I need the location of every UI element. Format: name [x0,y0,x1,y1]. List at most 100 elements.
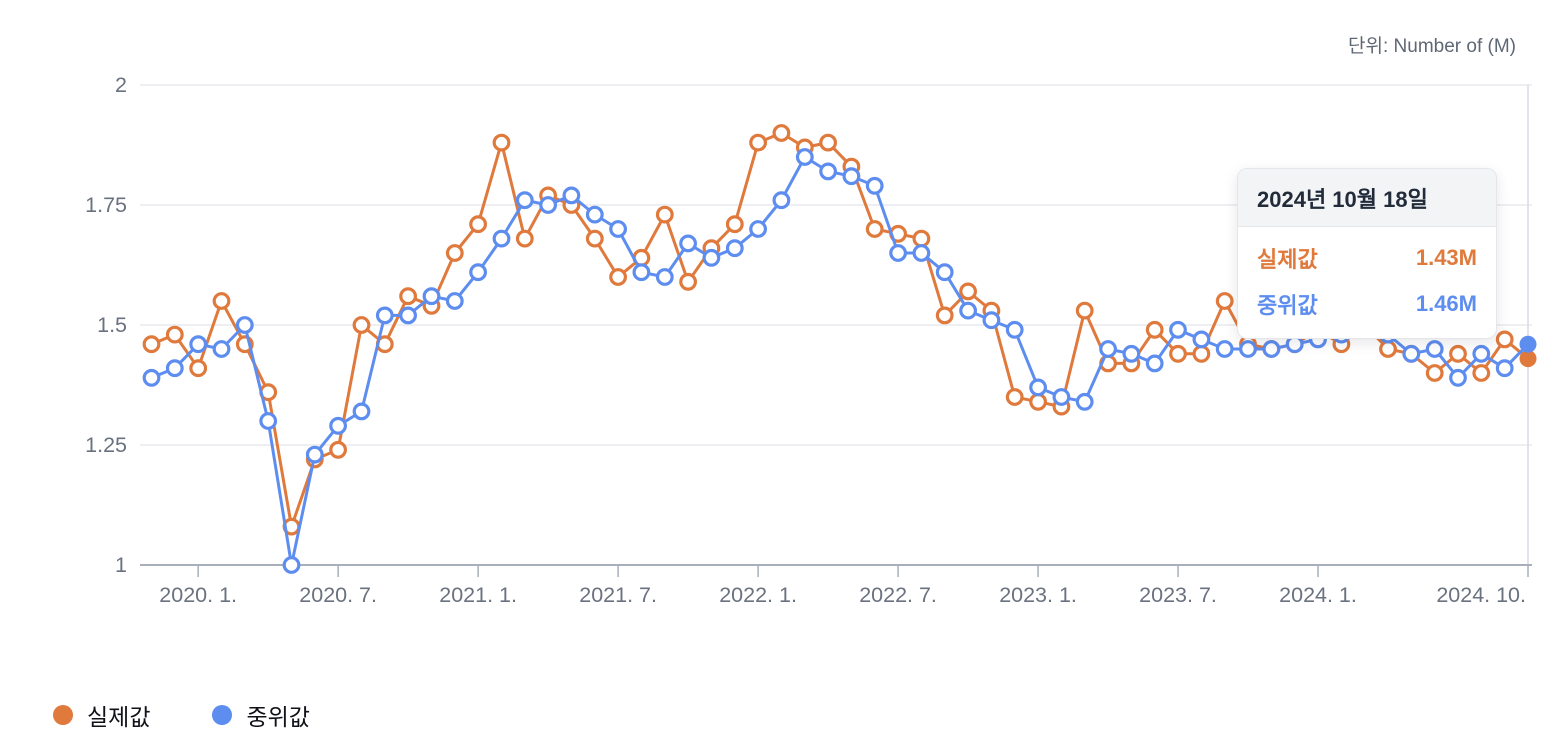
data-point[interactable] [1425,364,1444,382]
data-point[interactable] [819,162,837,181]
data-point[interactable] [189,335,208,354]
data-point[interactable] [959,301,977,320]
data-point[interactable] [212,292,231,310]
data-point[interactable] [329,440,348,459]
data-point[interactable] [959,282,977,301]
legend-item-actual[interactable]: 실제값 [53,698,150,732]
data-point[interactable] [772,191,791,210]
data-point[interactable] [445,244,464,262]
data-point[interactable] [842,167,861,186]
data-point[interactable] [982,311,1001,330]
data-point[interactable] [1099,340,1117,358]
series-actual [142,124,1537,536]
data-point[interactable] [352,316,371,334]
data-point[interactable] [1239,340,1257,358]
data-point[interactable] [1402,344,1421,363]
data-point[interactable] [1169,344,1187,363]
data-point[interactable] [1192,330,1211,349]
data-point[interactable] [1262,340,1281,358]
data-point[interactable] [1122,344,1141,363]
data-point[interactable] [1449,368,1467,387]
data-point[interactable] [212,340,231,358]
data-point[interactable] [889,244,907,262]
data-point[interactable] [305,445,324,464]
data-point[interactable] [725,215,744,234]
tooltip-value-median: 1.46M [1415,291,1477,316]
data-point[interactable] [655,205,674,224]
data-point[interactable] [445,292,464,310]
data-point[interactable] [632,263,651,282]
data-point[interactable] [1472,344,1491,363]
data-point[interactable] [702,248,721,267]
data-point[interactable] [585,229,604,248]
data-point[interactable] [935,263,954,282]
data-point[interactable] [515,191,534,210]
data-point[interactable] [469,263,488,282]
data-point-current[interactable] [1519,335,1537,353]
data-point[interactable] [399,306,418,325]
data-point[interactable] [1495,359,1514,378]
data-point[interactable] [585,205,604,224]
data-point[interactable] [189,359,208,378]
data-point[interactable] [469,215,488,234]
data-point[interactable] [1005,388,1024,406]
data-point[interactable] [142,368,161,387]
data-point[interactable] [539,196,557,214]
data-point[interactable] [1169,320,1187,339]
data-point[interactable] [609,220,627,238]
data-point[interactable] [352,402,371,421]
data-point[interactable] [515,229,534,248]
data-point[interactable] [655,268,674,286]
data-point[interactable] [1495,330,1514,349]
data-point[interactable] [1075,392,1094,411]
data-point[interactable] [912,229,931,248]
data-point[interactable] [912,244,931,262]
data-point[interactable] [1075,301,1094,320]
data-point[interactable] [142,335,161,354]
tooltip-value-actual: 1.43M [1415,245,1477,270]
tooltip-label-median: 중위값 [1257,293,1318,318]
data-point[interactable] [609,268,627,286]
data-point[interactable] [679,272,697,291]
data-point[interactable] [399,287,418,306]
data-point[interactable] [375,306,394,325]
data-point[interactable] [422,287,441,306]
svg-text:2023. 7.: 2023. 7. [1139,583,1217,607]
data-point[interactable] [1029,392,1047,411]
data-point[interactable] [1145,320,1164,339]
data-point[interactable] [749,133,767,152]
data-point[interactable] [492,133,511,152]
data-point[interactable] [1379,340,1397,358]
data-point[interactable] [865,220,884,238]
data-point[interactable] [795,148,814,166]
svg-text:1.5: 1.5 [97,313,127,337]
data-point[interactable] [165,359,184,378]
data-point[interactable] [1472,364,1491,382]
data-point[interactable] [865,176,884,195]
data-point[interactable] [1285,335,1304,354]
data-point[interactable] [1052,388,1071,406]
data-point[interactable] [1145,354,1164,373]
data-point[interactable] [1425,340,1444,358]
data-point[interactable] [1449,344,1467,363]
data-point[interactable] [562,186,581,205]
data-point[interactable] [935,306,954,325]
data-point[interactable] [679,234,697,253]
data-point[interactable] [282,556,301,574]
data-point[interactable] [1215,292,1234,310]
data-point[interactable] [329,416,348,435]
data-point-current[interactable] [1519,350,1537,368]
data-point[interactable] [772,124,791,142]
data-point[interactable] [1029,378,1047,397]
data-point[interactable] [1215,340,1234,358]
data-point[interactable] [259,412,278,430]
data-point[interactable] [492,229,511,248]
data-point[interactable] [725,239,744,258]
data-point[interactable] [749,220,767,238]
data-point[interactable] [1005,320,1024,339]
data-point[interactable] [235,316,254,334]
legend-item-median[interactable]: 중위값 [212,698,310,732]
data-point[interactable] [819,133,837,152]
data-point[interactable] [1192,344,1211,363]
data-point[interactable] [165,325,184,344]
